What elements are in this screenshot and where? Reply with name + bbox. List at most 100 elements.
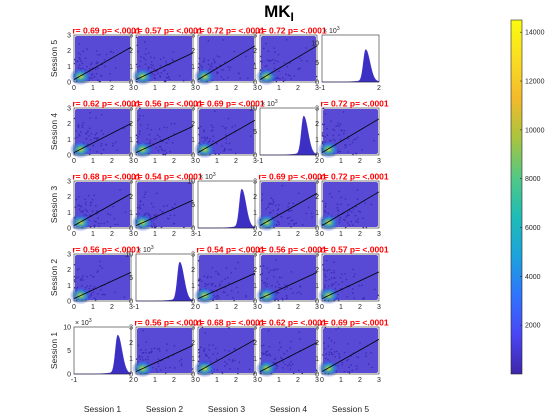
y-tick-label: 3 bbox=[253, 179, 257, 186]
scatter-point bbox=[349, 143, 352, 146]
scatter-point bbox=[233, 347, 236, 350]
scatter-point bbox=[233, 50, 236, 53]
y-tick-label: 2 bbox=[67, 267, 71, 274]
scatter-point bbox=[153, 74, 156, 76]
correlation-label: r= 0.68 p= <.0001 bbox=[196, 318, 265, 328]
axes-box bbox=[259, 253, 318, 302]
scatter-point bbox=[377, 294, 379, 297]
scatter-point bbox=[231, 360, 234, 363]
scatter-point bbox=[260, 60, 262, 63]
scatter-point bbox=[215, 270, 217, 273]
scatter-cloud bbox=[137, 36, 192, 81]
scatter-point bbox=[106, 221, 109, 223]
scatter-point bbox=[159, 58, 162, 61]
fit-line bbox=[259, 271, 318, 300]
scatter-point bbox=[214, 153, 217, 155]
scatter-point bbox=[248, 368, 251, 371]
scatter-point bbox=[93, 75, 96, 78]
scatter-point bbox=[198, 133, 201, 136]
scatter-point bbox=[88, 214, 91, 217]
scatter-point bbox=[293, 222, 296, 225]
scatter-point bbox=[91, 62, 93, 64]
colorbar: 2000 4000 6000 8000 10000 12000 14000 bbox=[510, 19, 545, 375]
scatter-point bbox=[112, 205, 114, 208]
scatter-point bbox=[119, 189, 121, 191]
scatter-point bbox=[91, 198, 94, 201]
x-tick-label: 3 bbox=[253, 304, 257, 311]
fit-line bbox=[197, 45, 256, 80]
y-tick-label: 0 bbox=[315, 372, 319, 379]
scatter-point bbox=[354, 214, 357, 217]
scatter-point bbox=[172, 223, 175, 225]
scatter-point bbox=[331, 284, 333, 287]
correlation-label: r= 0.72 p= <.0001 bbox=[320, 99, 389, 109]
scatter-point bbox=[84, 57, 87, 59]
scatter-point bbox=[145, 191, 147, 193]
scatter-point bbox=[75, 198, 78, 201]
scatter-point bbox=[334, 139, 336, 142]
scatter-point bbox=[289, 347, 292, 349]
correlation-label: r= 0.54 p= <.0001 bbox=[196, 245, 265, 255]
y-tick-label: 3 bbox=[129, 325, 133, 332]
scatter-point bbox=[268, 202, 271, 205]
x-tick-label: 3 bbox=[377, 231, 381, 238]
scatter-point bbox=[278, 223, 281, 226]
scatter-point bbox=[205, 354, 207, 357]
scatter-point bbox=[221, 125, 224, 128]
scatter-point bbox=[271, 58, 274, 61]
scatter-point bbox=[216, 368, 219, 371]
scatter-point bbox=[362, 217, 364, 219]
scatter-point bbox=[102, 148, 105, 151]
x-tick-label: 2 bbox=[191, 304, 195, 311]
scatter-point bbox=[159, 145, 162, 148]
scatter-point bbox=[218, 153, 220, 155]
scatter-point bbox=[331, 283, 333, 285]
y-tick-label: 2 bbox=[191, 121, 195, 128]
scatter-point bbox=[222, 291, 224, 293]
scatter-point bbox=[228, 359, 231, 361]
scatter-point bbox=[212, 344, 214, 346]
x-tick-label: 2 bbox=[110, 304, 114, 311]
scatter-point bbox=[216, 55, 219, 57]
scatter-point bbox=[87, 194, 90, 197]
y-tick-label: 1 bbox=[253, 356, 257, 363]
scatter-point bbox=[269, 60, 271, 63]
scatter-point bbox=[337, 122, 340, 124]
scatter-point bbox=[92, 291, 95, 294]
scatter-point bbox=[307, 206, 310, 209]
correlation-label: r= 0.72 p= <.0001 bbox=[258, 26, 327, 36]
scatter-point bbox=[278, 341, 281, 344]
scatter-point bbox=[336, 207, 339, 209]
scatter-point bbox=[328, 268, 331, 271]
correlation-label: r= 0.56 p= <.0001 bbox=[258, 245, 327, 255]
scatter-point bbox=[261, 199, 263, 202]
y-tick-label: 2 bbox=[253, 267, 257, 274]
scatter-point bbox=[92, 287, 94, 290]
x-tick-label: 2 bbox=[296, 85, 300, 92]
scatter-point bbox=[225, 138, 228, 140]
scatter-point bbox=[222, 39, 225, 41]
scatter-point bbox=[274, 59, 277, 62]
column-label: Session 2 bbox=[146, 404, 184, 414]
y-tick-label: 2 bbox=[129, 121, 133, 128]
y-tick-label: 0 bbox=[253, 299, 257, 306]
scatter-point bbox=[278, 70, 280, 72]
scatter-point bbox=[76, 136, 79, 139]
scatter-point bbox=[290, 209, 293, 212]
scatter-point bbox=[180, 364, 183, 367]
y-exponent-label: × 103 bbox=[137, 245, 154, 254]
y-tick-label: 2 bbox=[67, 194, 71, 201]
scatter-point bbox=[272, 269, 275, 271]
y-exponent-label: × 103 bbox=[261, 99, 278, 108]
scatter-point bbox=[341, 363, 343, 366]
density-hotspot bbox=[69, 213, 92, 232]
scatter-point bbox=[173, 214, 176, 217]
scatter-point bbox=[162, 56, 165, 59]
scatter-point bbox=[290, 340, 292, 343]
scatter-point bbox=[169, 150, 171, 153]
scatter-point bbox=[124, 211, 127, 214]
